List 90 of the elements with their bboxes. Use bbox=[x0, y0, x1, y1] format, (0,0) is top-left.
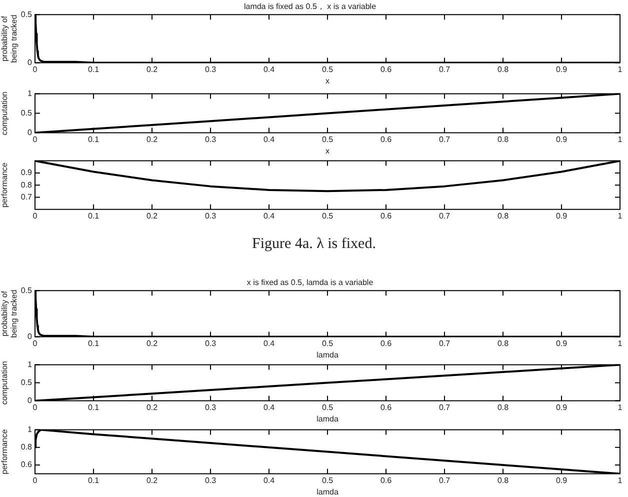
x-tick-label: 0.1 bbox=[88, 338, 100, 348]
y-tick-label: 0 bbox=[28, 332, 33, 342]
chart-title: x is fixed as 0.5, lamda is a variable bbox=[246, 278, 374, 288]
y-tick-label: 0 bbox=[28, 128, 33, 138]
x-tick-label: 0.2 bbox=[146, 211, 158, 220]
caption: Figure 4a. λ is fixed. bbox=[251, 236, 377, 253]
y-axis-title: probability of being tracked bbox=[0, 290, 19, 338]
x-tick-label: 0.5 bbox=[322, 476, 334, 485]
x-axis-title: x bbox=[326, 76, 330, 86]
x-tick-label: 0.1 bbox=[88, 134, 100, 144]
x-tick-label: 0.1 bbox=[88, 211, 100, 220]
x-axis-title: x bbox=[326, 146, 330, 156]
x-tick-label: 0.1 bbox=[88, 476, 100, 485]
y-axis-title: performance bbox=[0, 428, 10, 474]
x-tick-label: 0.5 bbox=[322, 64, 334, 74]
x-tick-label: 0.7 bbox=[438, 211, 451, 220]
x-axis-title: lamda bbox=[316, 414, 339, 424]
x-tick-label: 0.8 bbox=[497, 338, 510, 348]
x-tick-label: 0.6 bbox=[380, 476, 392, 485]
x-axis-title: lamda bbox=[316, 487, 339, 496]
x-tick-label: 0.8 bbox=[497, 211, 510, 220]
y-tick-label: 0.8 bbox=[20, 442, 33, 452]
x-tick-label: 0.3 bbox=[204, 134, 217, 144]
x-tick-label: 1 bbox=[618, 402, 623, 412]
x-tick-label: 0.2 bbox=[146, 338, 158, 348]
y-tick-label: 0.5 bbox=[20, 378, 33, 388]
x-tick-label: 0.9 bbox=[556, 476, 568, 485]
x-tick-label: 0.7 bbox=[438, 476, 451, 485]
x-tick-label: 0.5 bbox=[322, 338, 334, 348]
x-tick-label: 0.5 bbox=[322, 211, 334, 220]
x-tick-label: 0.4 bbox=[263, 211, 276, 220]
y-tick-label: 0.8 bbox=[20, 180, 33, 190]
x-tick-label: 0.3 bbox=[204, 402, 217, 412]
x-tick-label: 0.6 bbox=[380, 338, 392, 348]
x-tick-label: 0.9 bbox=[556, 134, 568, 144]
chart-title: lamda is fixed as 0.5， x is a variable bbox=[244, 2, 377, 12]
x-tick-label: 0.8 bbox=[497, 402, 510, 412]
x-tick-label: 1 bbox=[618, 211, 623, 220]
y-tick-label: 0.7 bbox=[20, 192, 33, 202]
y-tick-label: 0.5 bbox=[20, 10, 33, 19]
x-tick-label: 0.7 bbox=[438, 402, 451, 412]
x-tick-label: 0.4 bbox=[263, 134, 276, 144]
y-tick-label: 1 bbox=[28, 425, 33, 434]
x-tick-label: 0.9 bbox=[556, 211, 568, 220]
x-tick-label: 1 bbox=[618, 64, 623, 74]
x-tick-label: 0.3 bbox=[204, 211, 217, 220]
x-tick-label: 0.3 bbox=[204, 64, 217, 74]
y-tick-label: 0.5 bbox=[20, 286, 33, 295]
y-tick-label: 0 bbox=[28, 396, 33, 406]
x-tick-label: 0.6 bbox=[380, 211, 392, 220]
x-tick-label: 0.2 bbox=[146, 476, 158, 485]
y-axis-title: performance bbox=[0, 162, 10, 208]
x-tick-label: 0.5 bbox=[322, 134, 334, 144]
x-tick-label: 1 bbox=[618, 476, 623, 485]
x-tick-label: 0.4 bbox=[263, 476, 276, 485]
y-tick-label: 0 bbox=[28, 58, 33, 68]
x-tick-label: 0.6 bbox=[380, 64, 392, 74]
x-tick-label: 0.7 bbox=[438, 338, 451, 348]
x-tick-label: 0.8 bbox=[497, 134, 510, 144]
x-axis-title: lamda bbox=[316, 350, 339, 360]
x-tick-label: 0.6 bbox=[380, 402, 392, 412]
y-axis-title: probability of being tracked bbox=[0, 14, 19, 63]
x-tick-label: 0.8 bbox=[497, 64, 510, 74]
x-tick-label: 1 bbox=[618, 134, 623, 144]
x-tick-label: 0.9 bbox=[556, 402, 568, 412]
y-tick-label: 1 bbox=[28, 360, 33, 370]
x-tick-label: 0.6 bbox=[380, 134, 392, 144]
x-tick-label: 0.4 bbox=[263, 64, 276, 74]
y-tick-label: 1 bbox=[28, 89, 33, 98]
x-tick-label: 0.2 bbox=[146, 402, 158, 412]
y-tick-label: 0.6 bbox=[20, 460, 33, 470]
y-axis-title: computation bbox=[0, 361, 10, 405]
x-tick-label: 0.7 bbox=[438, 64, 451, 74]
x-tick-label: 0.9 bbox=[556, 338, 568, 348]
x-tick-label: 0.9 bbox=[556, 64, 568, 74]
x-tick-label: 0.2 bbox=[146, 134, 158, 144]
x-tick-label: 0.3 bbox=[204, 338, 217, 348]
x-tick-label: 1 bbox=[618, 338, 623, 348]
y-tick-label: 0.9 bbox=[20, 168, 33, 178]
x-tick-label: 0.4 bbox=[263, 338, 276, 348]
x-tick-label: 0.7 bbox=[438, 134, 451, 144]
x-tick-label: 0.5 bbox=[322, 402, 334, 412]
x-tick-label: 0.4 bbox=[263, 402, 276, 412]
x-tick-label: 0.1 bbox=[88, 64, 100, 74]
y-tick-label: 0.5 bbox=[20, 108, 33, 118]
x-tick-label: 0.3 bbox=[204, 476, 217, 485]
x-tick-label: 0.2 bbox=[146, 64, 158, 74]
x-tick-label: 0.8 bbox=[497, 476, 510, 485]
y-axis-title: computation bbox=[0, 92, 10, 136]
x-tick-label: 0.1 bbox=[88, 402, 100, 412]
